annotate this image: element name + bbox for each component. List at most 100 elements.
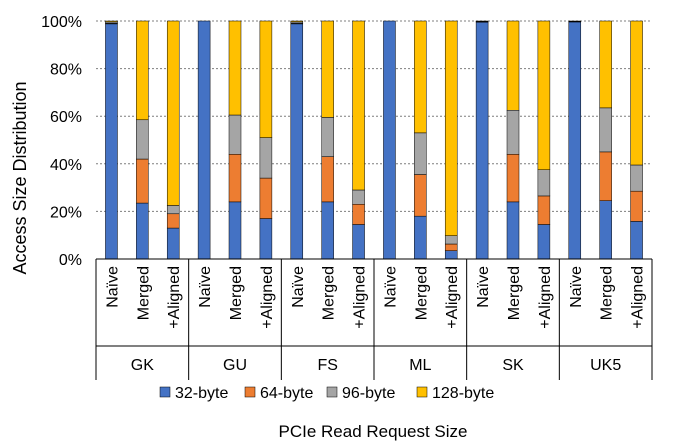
group-label: FS <box>317 357 337 374</box>
bar-segment <box>105 24 117 259</box>
category-label: Naïve <box>568 266 585 308</box>
bar-segment <box>136 21 148 120</box>
bar-segment <box>322 117 334 156</box>
bar-segment <box>136 159 148 203</box>
bar-segment <box>445 21 457 236</box>
y-tick-label: 100% <box>41 14 82 31</box>
legend-swatch <box>245 387 255 397</box>
category-label: Naïve <box>475 266 492 308</box>
category-label: Merged <box>599 266 616 320</box>
bar-segment <box>507 202 519 259</box>
bar-segment <box>322 21 334 117</box>
bar-segment <box>538 196 550 225</box>
y-tick-label: 80% <box>50 62 82 79</box>
category-label: Naïve <box>382 266 399 308</box>
bar-segment <box>507 110 519 154</box>
bar-segment <box>353 204 365 224</box>
bar-segment <box>414 216 426 259</box>
legend-label: 128-byte <box>432 385 494 402</box>
bar-segment <box>414 175 426 217</box>
legend-swatch <box>160 387 170 397</box>
category-label: +Aligned <box>630 266 647 329</box>
bar-segment <box>600 21 612 108</box>
bar-segment <box>260 219 272 259</box>
group-label: UK5 <box>590 357 621 374</box>
group-label: GU <box>223 357 247 374</box>
bar-segment <box>136 203 148 259</box>
legend-label: 64-byte <box>260 385 313 402</box>
legend-label: 96-byte <box>342 385 395 402</box>
bar-segment <box>291 21 303 22</box>
bar-segment <box>229 21 241 115</box>
category-label: Merged <box>506 266 523 320</box>
legend-swatch <box>327 387 337 397</box>
bar-segment <box>229 115 241 154</box>
bar-segment <box>600 108 612 152</box>
bar-segment <box>569 22 581 259</box>
bar-segment <box>291 24 303 259</box>
bar-segment <box>600 201 612 259</box>
bar-segment <box>538 21 550 170</box>
y-tick-label: 40% <box>50 157 82 174</box>
bar-segment <box>353 224 365 259</box>
y-axis-label: Access Size Distribution <box>10 81 30 274</box>
bar-segment <box>383 21 395 259</box>
legend: 32-byte 64-byte 96-byte 128-byte <box>160 385 494 402</box>
y-tick-label: 0% <box>59 252 82 269</box>
bar-segment <box>631 165 643 191</box>
y-tick-label: 60% <box>50 109 82 126</box>
bar-segment <box>260 138 272 178</box>
bar-segment <box>322 202 334 259</box>
bar-segment <box>167 214 179 228</box>
bars <box>105 21 642 259</box>
bar-segment <box>167 205 179 213</box>
bar-segment <box>507 154 519 202</box>
bar-segment <box>229 154 241 202</box>
bar-segment <box>260 178 272 218</box>
bar-segment <box>167 228 179 259</box>
bar-segment <box>600 152 612 201</box>
category-label: Naïve <box>197 266 214 308</box>
category-label: Merged <box>321 266 338 320</box>
group-label: SK <box>502 357 524 374</box>
category-label: +Aligned <box>166 266 183 329</box>
bar-segment <box>229 202 241 259</box>
bar-segment <box>445 251 457 259</box>
category-label: +Aligned <box>537 266 554 329</box>
bar-segment <box>631 221 643 259</box>
bar-segment <box>105 21 117 22</box>
category-label: Merged <box>135 266 152 320</box>
bar-segment <box>414 21 426 133</box>
bar-segment <box>136 120 148 159</box>
bar-segment <box>631 21 643 165</box>
bar-segment <box>198 21 210 259</box>
group-label: ML <box>409 357 431 374</box>
group-label: GK <box>131 357 154 374</box>
legend-label: 32-byte <box>175 385 228 402</box>
category-label: Naïve <box>104 266 121 308</box>
bar-segment <box>167 21 179 205</box>
bar-segment <box>353 21 365 190</box>
bar-segment <box>507 21 519 110</box>
bar-segment <box>322 157 334 202</box>
category-label: Naïve <box>290 266 307 308</box>
category-label: +Aligned <box>259 266 276 329</box>
category-label: +Aligned <box>352 266 369 329</box>
bar-segment <box>538 170 550 196</box>
bar-segment <box>414 133 426 175</box>
category-label: Merged <box>413 266 430 320</box>
legend-swatch <box>417 387 427 397</box>
x-axis-label: PCIe Read Request Size <box>279 422 468 441</box>
y-tick-label: 20% <box>50 204 82 221</box>
bar-segment <box>353 190 365 204</box>
category-label: +Aligned <box>444 266 461 329</box>
bar-segment <box>538 224 550 259</box>
bar-segment <box>476 22 488 259</box>
bar-segment <box>260 21 272 138</box>
category-label: Merged <box>228 266 245 320</box>
bar-segment <box>445 244 457 251</box>
bar-segment <box>631 191 643 221</box>
bar-segment <box>445 236 457 244</box>
